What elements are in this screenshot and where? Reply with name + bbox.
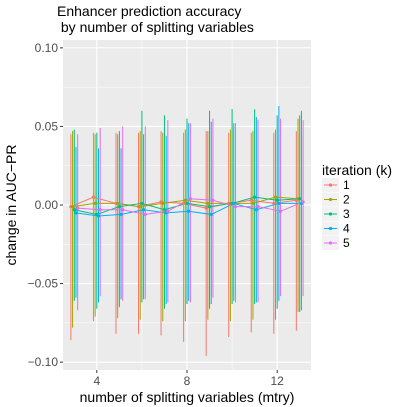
point-series-5	[301, 200, 305, 204]
legend-key-point-5	[328, 241, 333, 245]
point-series-3	[275, 198, 279, 202]
legend-key-point-3	[328, 212, 333, 216]
legend-label-2: 2	[343, 193, 350, 207]
y-axis-ticks: −0.10 −0.05 0.00 0.05 0.10	[28, 41, 63, 369]
point-series-5	[76, 206, 80, 210]
legend-label-3: 3	[343, 207, 350, 221]
y-axis-label: change in AUC−PR	[3, 144, 19, 265]
point-series-2	[206, 201, 210, 206]
legend-key-point-4	[328, 226, 333, 231]
point-series-2	[183, 198, 187, 202]
point-series-2	[161, 201, 165, 206]
point-series-5	[233, 204, 238, 209]
point-series-4	[96, 214, 101, 218]
point-series-4	[142, 208, 146, 212]
series-points	[69, 195, 305, 218]
point-series-5	[98, 208, 102, 212]
point-series-5	[211, 198, 215, 202]
point-series-1	[91, 195, 96, 199]
point-series-2	[93, 201, 97, 206]
point-series-2	[251, 201, 255, 206]
y-tick-label: −0.10	[28, 355, 59, 369]
point-series-5	[166, 209, 170, 213]
point-series-3	[298, 197, 302, 201]
legend-label-4: 4	[343, 222, 350, 236]
point-series-5	[143, 212, 147, 217]
point-series-4	[254, 208, 258, 212]
point-series-4	[232, 201, 236, 206]
x-tick-label: 8	[184, 374, 191, 388]
chart-title-line-1: Enhancer prediction accuracy	[57, 3, 241, 19]
x-tick-label: 12	[271, 374, 285, 388]
point-series-5	[256, 204, 260, 209]
point-series-5	[278, 209, 283, 213]
point-series-5	[188, 197, 192, 201]
point-series-3	[207, 204, 212, 209]
y-tick-label: 0.05	[35, 119, 59, 133]
y-tick-label: −0.05	[28, 277, 59, 291]
legend-label-1: 1	[343, 178, 350, 192]
point-series-3	[72, 208, 76, 212]
chart-title-line-2: by number of splitting variables	[57, 19, 254, 35]
point-series-3	[185, 201, 189, 206]
x-axis-ticks: 4 8 12	[93, 370, 284, 388]
point-series-1	[204, 206, 208, 210]
point-series-3	[253, 195, 257, 199]
point-series-4	[119, 212, 123, 217]
point-series-3	[140, 201, 144, 206]
point-series-1	[182, 201, 186, 206]
legend-title: iteration (k)	[322, 162, 392, 178]
x-axis-label: number of splitting variables (mtry)	[80, 389, 295, 405]
point-series-4	[74, 211, 78, 215]
point-series-5	[121, 208, 125, 212]
y-tick-label: 0.10	[35, 41, 59, 55]
point-series-3	[162, 208, 167, 212]
point-series-4	[209, 212, 213, 217]
point-series-2	[70, 204, 75, 209]
legend-key-point-1	[328, 183, 333, 187]
legend-key-point-2	[328, 197, 333, 202]
point-series-2	[116, 201, 120, 206]
x-tick-label: 4	[93, 374, 100, 388]
point-series-1	[249, 198, 253, 202]
point-series-2	[138, 204, 142, 209]
point-series-4	[277, 201, 281, 206]
legend-label-5: 5	[343, 236, 350, 250]
point-series-2	[273, 195, 278, 199]
point-series-3	[117, 204, 121, 209]
y-tick-label: 0.00	[35, 198, 59, 212]
point-series-4	[187, 209, 191, 213]
point-series-1	[272, 201, 276, 206]
